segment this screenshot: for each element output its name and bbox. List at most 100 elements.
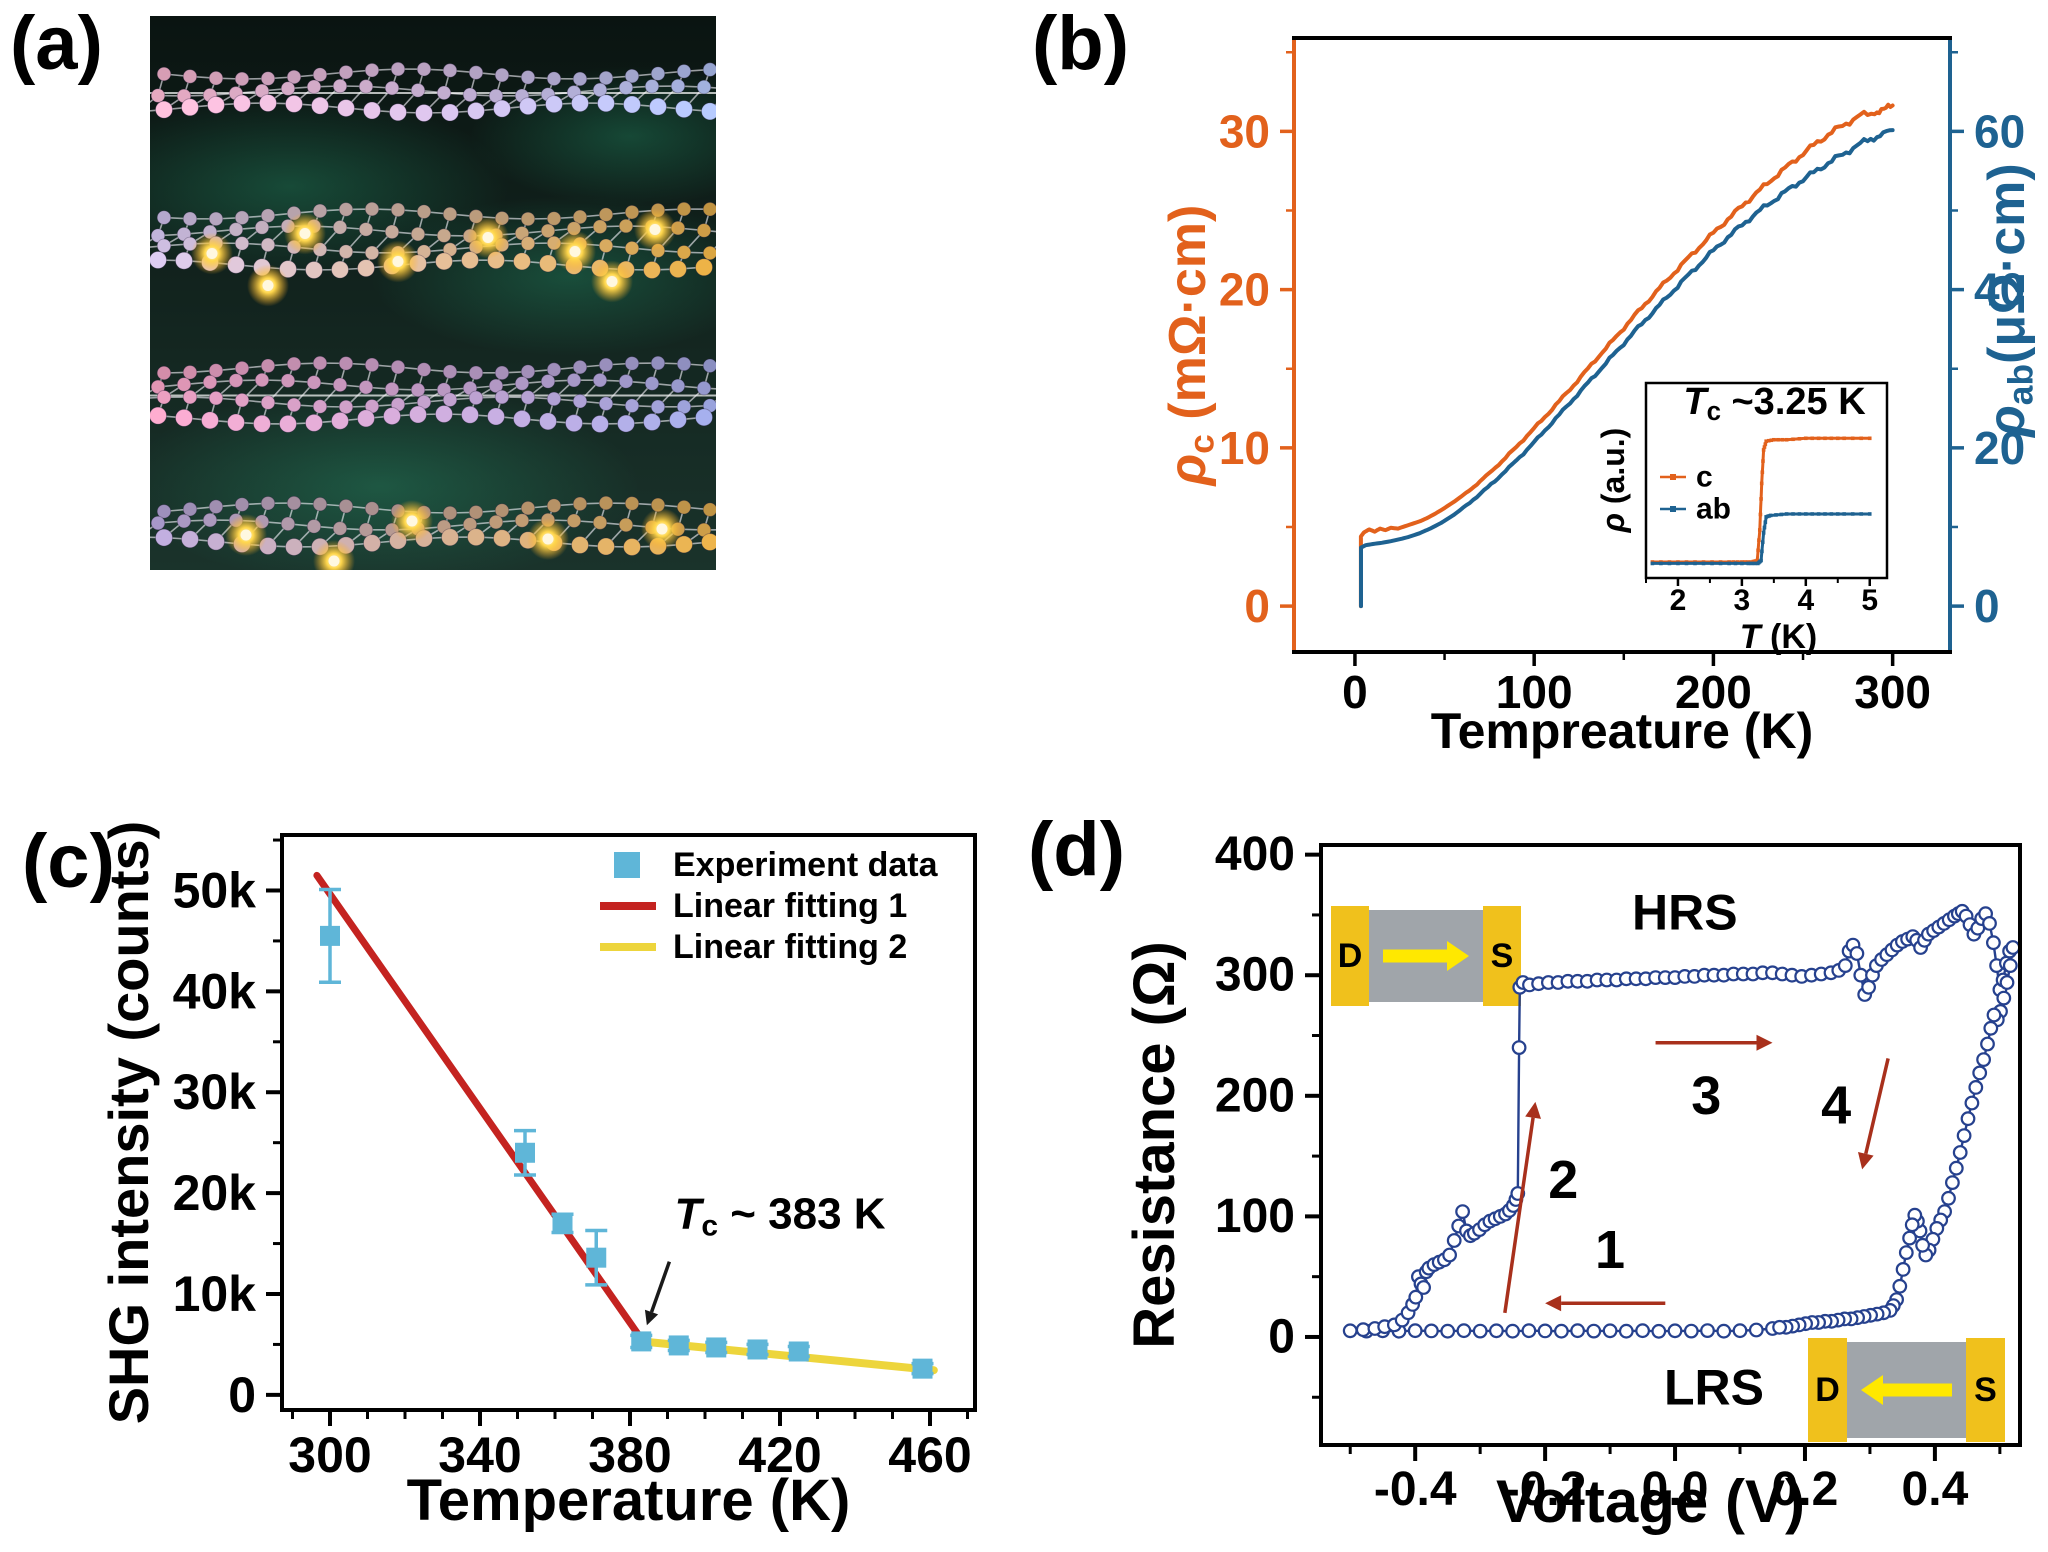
y-tick-label: 100 bbox=[1215, 1190, 1295, 1243]
data-point bbox=[552, 1213, 573, 1234]
data-point bbox=[320, 925, 340, 946]
inset-legend-item-ab: ab bbox=[1660, 493, 1731, 526]
current-direction-arrow bbox=[1861, 1375, 1883, 1405]
y-right-tick-label: 20 bbox=[1974, 422, 2025, 474]
legend-label: Experiment data bbox=[673, 846, 939, 884]
source-label: S bbox=[1974, 1371, 1997, 1409]
y-tick-label: 400 bbox=[1215, 828, 1295, 881]
data-point bbox=[788, 1341, 809, 1362]
x-tick-label: 200 bbox=[1675, 666, 1752, 718]
x-tick-label: -0.2 bbox=[1504, 1463, 1587, 1516]
y-axis-title: SHG intensity (counts) bbox=[97, 821, 160, 1425]
data-point bbox=[668, 1335, 689, 1356]
inset-x-tick: 5 bbox=[1861, 584, 1878, 617]
panel-b-resistivity-chart: 0 100 200 300 0 10 20 30 0 20 40 60 ρc (mΩ·cm) ρab(μΩ… bbox=[1024, 0, 2048, 790]
x-tick-label: 0.2 bbox=[1772, 1463, 1839, 1516]
sweep-step-4: 4 bbox=[1821, 1075, 1851, 1135]
y-tick-label: 50k bbox=[173, 862, 257, 918]
current-direction-arrow bbox=[1447, 941, 1469, 971]
state-label-lrs: LRS bbox=[1664, 1360, 1764, 1416]
y-left-tick-label: 20 bbox=[1219, 264, 1270, 316]
panel-a-crystal-illustration bbox=[150, 16, 716, 570]
hysteresis-loop-markers bbox=[1342, 903, 2021, 1339]
data-point bbox=[912, 1358, 933, 1379]
panel-label-d: (d) bbox=[1028, 807, 1126, 892]
legend-item: Linear fitting 1 bbox=[600, 887, 907, 925]
x-tick-label: 420 bbox=[738, 1427, 821, 1483]
data-point bbox=[747, 1339, 768, 1360]
y-tick-label: 300 bbox=[1215, 949, 1295, 1002]
inset-legend-item-c: c bbox=[1660, 461, 1713, 494]
sweep-step-1: 1 bbox=[1595, 1220, 1625, 1280]
x-axis-title: Voltage (V) bbox=[1496, 1468, 1805, 1535]
inset-x-title: T (K) bbox=[1740, 618, 1817, 656]
y-tick-label: 0 bbox=[228, 1367, 256, 1423]
tc-annotation: Tc ~ 383 K bbox=[674, 1189, 885, 1242]
y-right-tick-label: 0 bbox=[1974, 580, 2000, 632]
y-right-tick-label: 40 bbox=[1974, 264, 2025, 316]
crystal-art-svg bbox=[150, 16, 716, 570]
legend-item: Linear fitting 2 bbox=[600, 928, 907, 966]
y-axis-title-left: ρc (mΩ·cm) bbox=[1159, 205, 1221, 488]
inset-box bbox=[1644, 381, 1889, 580]
series-ab bbox=[1359, 128, 1895, 609]
linear-fitting-1 bbox=[313, 871, 647, 1345]
y-tick-label: 20k bbox=[173, 1165, 257, 1221]
y-left-tick-label: 30 bbox=[1219, 105, 1270, 157]
panel-d-hysteresis-chart: D S D S -0.4 -0.2 0.0 0.2 0.4 0 100 200 300 400 Resist… bbox=[1024, 790, 2048, 1552]
legend-label: Linear fitting 1 bbox=[673, 887, 907, 925]
x-tick-label: 340 bbox=[438, 1427, 521, 1483]
x-tick-label: 300 bbox=[1854, 666, 1931, 718]
lattice-layer-exciton-layer bbox=[150, 201, 716, 307]
lattice-atoms bbox=[150, 355, 716, 433]
y-tick-label: 40k bbox=[173, 963, 257, 1019]
panel-label-b: (b) bbox=[1032, 1, 1130, 86]
inset-x-tick: 3 bbox=[1734, 584, 1751, 617]
linear-fitting-2 bbox=[637, 1337, 938, 1375]
inset-x-tick: 2 bbox=[1670, 584, 1687, 617]
series-c bbox=[1358, 102, 1895, 609]
x-tick-label: 300 bbox=[288, 1427, 371, 1483]
tc-annotation-arrow bbox=[644, 1261, 672, 1326]
sweep-step-3: 3 bbox=[1691, 1066, 1721, 1126]
y-left-tick-label: 10 bbox=[1219, 422, 1270, 474]
plot-frame bbox=[1319, 843, 2022, 1447]
sweep-arrow-4 bbox=[1858, 1058, 1890, 1170]
y-left-tick-label: 0 bbox=[1244, 580, 1270, 632]
chart-d-svg: D SD S-0.4 -0.2 0.0 0.2 0.40100200300400Resist… bbox=[1122, 828, 2022, 1535]
sweep-step-2: 2 bbox=[1548, 1150, 1578, 1210]
x-tick-label: 0 bbox=[1342, 666, 1368, 718]
experiment-data-points bbox=[319, 887, 934, 1379]
y-tick-label: 30k bbox=[173, 1064, 257, 1120]
source-label: S bbox=[1491, 937, 1514, 975]
x-tick-label: -0.4 bbox=[1374, 1463, 1457, 1516]
y-tick-label: 10k bbox=[173, 1266, 257, 1322]
x-tick-label: 0.4 bbox=[1902, 1463, 1969, 1516]
data-point bbox=[586, 1247, 607, 1268]
lattice-atoms bbox=[150, 61, 716, 122]
y-right-tick-label: 60 bbox=[1974, 105, 2025, 157]
inset-y-title: ρ (a.u.) bbox=[1595, 428, 1631, 534]
lattice-layer-top-bilayer bbox=[150, 61, 716, 122]
legend-item: Experiment data bbox=[614, 846, 939, 884]
y-tick-label: 200 bbox=[1215, 1069, 1295, 1122]
inset-title: Tc ~3.25 K bbox=[1683, 381, 1866, 426]
panel-label-c: (c) bbox=[22, 819, 115, 904]
lattice-layer-bottom-exciton bbox=[150, 495, 716, 570]
data-point bbox=[706, 1337, 727, 1358]
y-axis-title-right: ρab(μΩ·cm) bbox=[1978, 163, 2040, 438]
x-axis-title: Tempreature (K) bbox=[1431, 703, 1813, 759]
drain-label: D bbox=[1338, 937, 1363, 975]
panel-label-a: (a) bbox=[10, 1, 103, 86]
x-tick-label: 0.0 bbox=[1642, 1463, 1709, 1516]
x-axis-title: Temperature (K) bbox=[407, 1468, 851, 1533]
data-point bbox=[631, 1331, 652, 1352]
legend-label: Linear fitting 2 bbox=[673, 928, 907, 966]
sweep-arrow-2 bbox=[1503, 1101, 1542, 1314]
inset-x-tick: 4 bbox=[1797, 584, 1814, 617]
sweep-arrow-3 bbox=[1655, 1034, 1773, 1051]
data-point bbox=[515, 1142, 535, 1163]
